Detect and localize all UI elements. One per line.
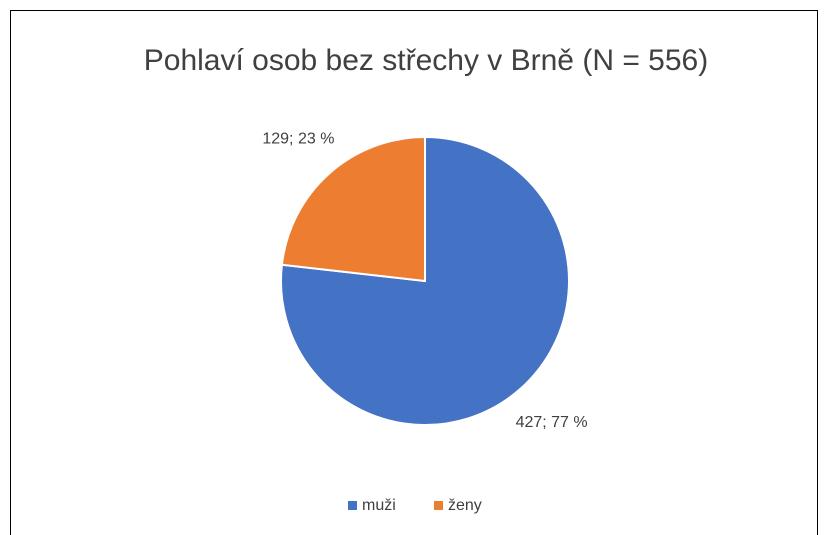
chart-title: Pohlaví osob bez střechy v Brně (N = 556… (144, 44, 708, 77)
legend-swatch (348, 501, 357, 510)
pie-slice (280, 135, 426, 283)
chart-border (10, 10, 818, 535)
legend-label: ženy (448, 497, 482, 514)
data-label: 129; 23 % (262, 130, 334, 147)
data-label: 427; 77 % (516, 414, 588, 431)
legend-label: muži (362, 497, 396, 514)
legend-swatch (434, 501, 443, 510)
